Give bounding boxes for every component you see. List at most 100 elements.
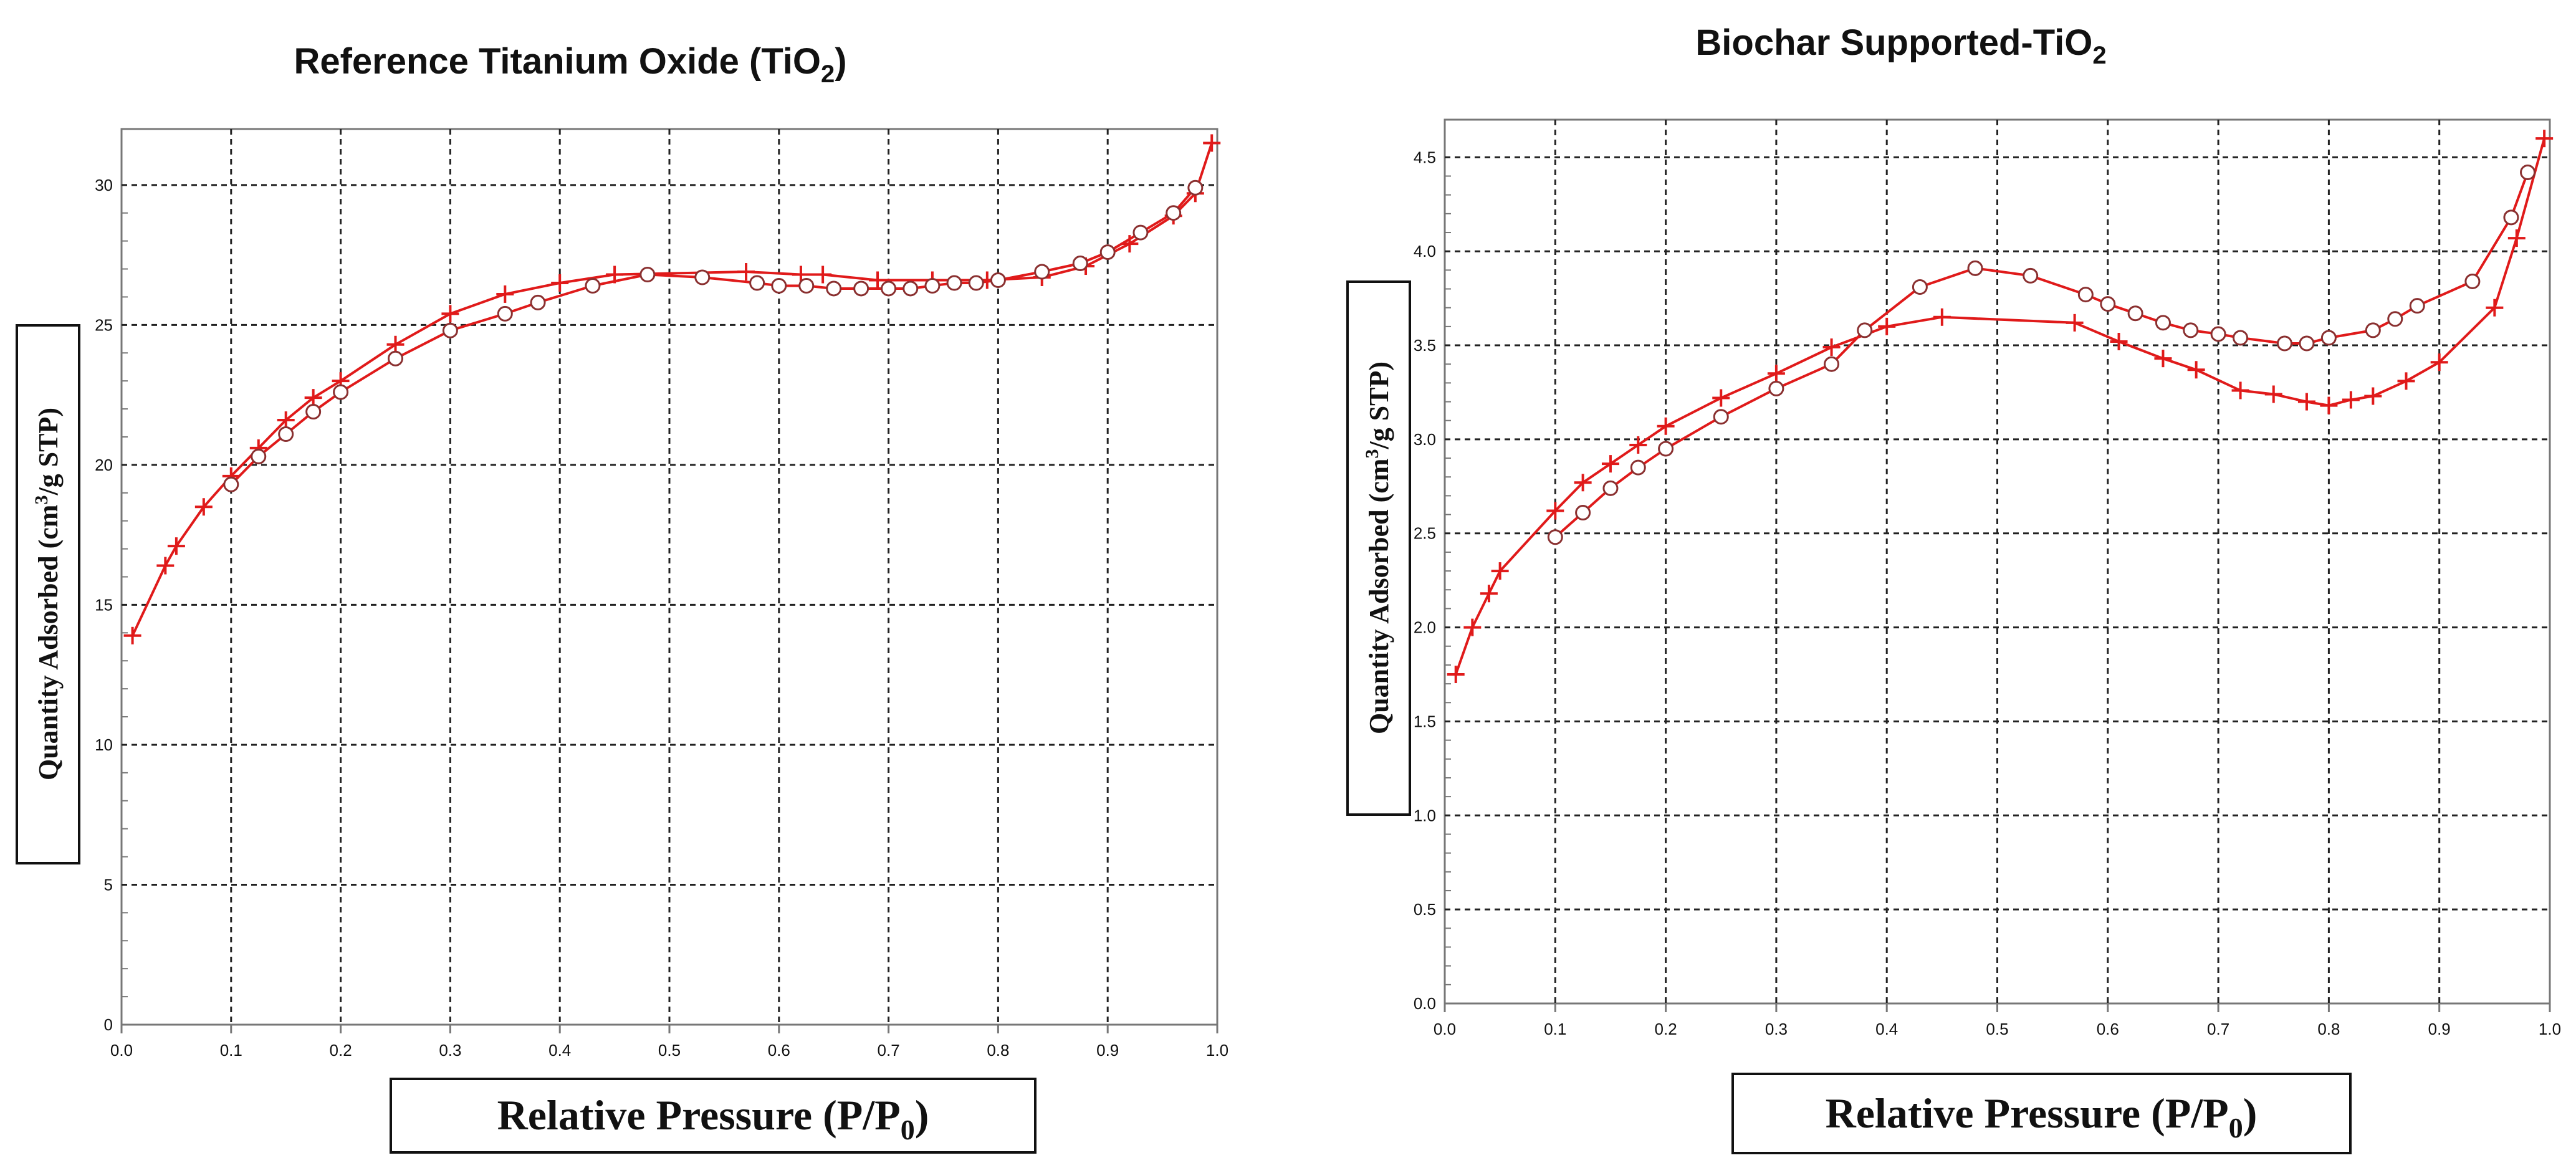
- data-point-adsorption: [2231, 381, 2249, 400]
- data-point-desorption: [1602, 480, 1619, 496]
- data-point-desorption: [1768, 380, 1784, 396]
- y-tick-label: 2.0: [1414, 618, 1436, 637]
- data-point-adsorption: [814, 266, 832, 284]
- x-tick-label: 0.4: [1875, 1020, 1898, 1038]
- tick-labels: 0.0 0.1 0.2 0.3 0.4 0.5 0.6 0.7 0.8 0.9 1.0 0 5 10 15 2…: [95, 176, 1228, 1060]
- x-axis-label-box: Relative Pressure (P/P0): [1731, 1073, 2352, 1154]
- x-tick-label: 0.7: [878, 1041, 900, 1060]
- data-point-adsorption: [1546, 502, 1564, 520]
- x-tick-label: 0.8: [2317, 1020, 2340, 1038]
- data-point-adsorption: [1933, 308, 1951, 326]
- data-point-adsorption: [441, 305, 459, 323]
- data-point-desorption: [853, 280, 869, 297]
- chart-title: Biochar Supported-TiO2: [1695, 22, 2106, 69]
- data-point-adsorption: [194, 498, 213, 516]
- data-point-desorption: [2276, 335, 2292, 352]
- x-tick-label: 0.3: [439, 1041, 461, 1060]
- data-point-desorption: [251, 448, 267, 464]
- y-tick-label: 5: [104, 875, 113, 894]
- x-tick-label: 0.4: [548, 1041, 571, 1060]
- y-tick-label: 20: [95, 456, 113, 474]
- x-tick-label: 0.7: [2207, 1020, 2229, 1038]
- series-line-desorption: [230, 186, 1197, 486]
- y-tick-label: 0.0: [1414, 994, 1436, 1013]
- x-tick-label: 0.5: [658, 1041, 681, 1060]
- data-point-desorption: [1547, 529, 1563, 545]
- x-tick-label: 0.0: [110, 1041, 133, 1060]
- data-point-desorption: [990, 272, 1006, 288]
- data-point-adsorption: [2397, 372, 2415, 390]
- data-point-adsorption: [1878, 317, 1896, 335]
- data-point-desorption: [2299, 335, 2315, 352]
- data-point-desorption: [1912, 279, 1928, 295]
- data-point-adsorption: [737, 263, 755, 281]
- data-point-desorption: [2023, 267, 2039, 284]
- y-tick-label: 3.5: [1414, 336, 1436, 355]
- y-axis-label-box: Quantity Adsorbed (cm3/g STP): [16, 324, 80, 864]
- data-point-desorption: [1713, 409, 1729, 425]
- data-point-adsorption: [2535, 130, 2554, 148]
- data-point-desorption: [2409, 298, 2425, 314]
- x-tick-label: 0.9: [1096, 1041, 1119, 1060]
- data-point-desorption: [442, 322, 458, 338]
- data-point-adsorption: [2154, 350, 2172, 368]
- x-tick-label: 0.5: [1986, 1020, 2008, 1038]
- data-point-desorption: [1824, 356, 1840, 372]
- x-tick-label: 0.9: [2428, 1020, 2451, 1038]
- x-tick-label: 0.0: [1434, 1020, 1456, 1038]
- data-point-adsorption: [2187, 361, 2205, 379]
- series-line-adsorption: [131, 142, 1214, 636]
- data-point-desorption: [924, 277, 941, 294]
- data-point-adsorption: [1574, 474, 1592, 492]
- x-axis-label-box: Relative Pressure (P/P0): [390, 1078, 1037, 1154]
- series-line-desorption: [1554, 171, 2529, 539]
- x-axis-label: Relative Pressure (P/P0): [1826, 1089, 2258, 1144]
- data-point-desorption: [1099, 244, 1116, 261]
- data-point-desorption: [2464, 273, 2481, 289]
- x-tick-label: 0.3: [1765, 1020, 1788, 1038]
- data-point-desorption: [333, 384, 349, 400]
- data-point-desorption: [2520, 164, 2536, 180]
- data-point-adsorption: [2430, 353, 2448, 371]
- data-point-desorption: [497, 305, 513, 322]
- data-point-desorption: [2233, 330, 2249, 346]
- data-point-adsorption: [1822, 338, 1841, 357]
- y-tick-label: 2.5: [1414, 524, 1436, 543]
- y-tick-label: 15: [95, 595, 113, 614]
- data-point-desorption: [585, 277, 601, 294]
- data-point-adsorption: [2320, 396, 2338, 414]
- data-point-desorption: [278, 426, 294, 442]
- data-point-desorption: [223, 476, 239, 492]
- x-tick-label: 0.6: [2097, 1020, 2119, 1038]
- data-point-desorption: [2183, 322, 2199, 338]
- data-point-adsorption: [1629, 436, 1647, 454]
- y-tick-label: 4.0: [1414, 242, 1436, 261]
- data-point-adsorption: [123, 626, 141, 644]
- y-axis-label: Quantity Adsorbed (cm3/g STP): [1362, 361, 1394, 734]
- data-point-desorption: [2077, 287, 2094, 303]
- data-point-desorption: [1575, 505, 1591, 521]
- data-point-desorption: [1187, 180, 1204, 196]
- x-tick-label: 0.1: [1544, 1020, 1566, 1038]
- data-point-adsorption: [1712, 389, 1730, 407]
- y-tick-label: 4.5: [1414, 148, 1436, 166]
- data-point-desorption: [1072, 256, 1088, 272]
- x-tick-label: 0.2: [1655, 1020, 1677, 1038]
- data-point-desorption: [1857, 322, 1873, 338]
- y-tick-label: 0: [104, 1015, 113, 1034]
- data-point-desorption: [903, 280, 919, 297]
- data-series: [123, 134, 1221, 644]
- tick-labels: 0.0 0.1 0.2 0.3 0.4 0.5 0.6 0.7 0.8 0.9 1.0 0.0 0.5 1…: [1414, 148, 2561, 1038]
- data-point-adsorption: [2342, 391, 2360, 409]
- data-point-desorption: [2100, 296, 2116, 312]
- data-point-desorption: [946, 275, 962, 291]
- data-point-desorption: [694, 269, 711, 285]
- data-point-desorption: [968, 275, 984, 291]
- y-axis-label: Quantity Adsorbed (cm3/g STP): [31, 408, 64, 780]
- data-point-desorption: [1967, 260, 1983, 276]
- data-point-adsorption: [2297, 393, 2315, 411]
- data-point-desorption: [305, 404, 322, 420]
- data-point-adsorption: [2364, 387, 2382, 405]
- data-point-adsorption: [1491, 562, 1509, 580]
- y-tick-label: 0.5: [1414, 900, 1436, 919]
